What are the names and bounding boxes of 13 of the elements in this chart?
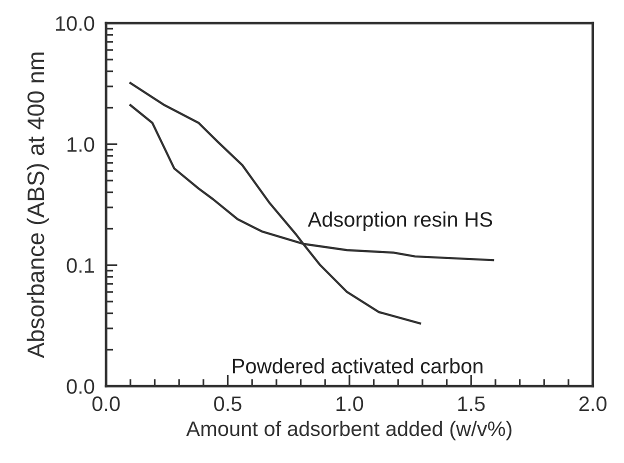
y-tick-label: 10.0 <box>56 16 94 31</box>
y-tick-label: 0.0 <box>66 379 94 394</box>
y-axis-title: Absorbance (ABS) at 400 nm <box>26 52 49 358</box>
y-tick-label: 0.1 <box>66 258 94 273</box>
x-axis-title: Amount of adsorbent added (w/v%) <box>186 420 512 440</box>
text: Powdered activated carbon <box>232 358 482 374</box>
x-tick-label: 1.5 <box>458 396 485 412</box>
x-tick-label: 1.0 <box>336 396 364 412</box>
x-tick-label: 0.0 <box>92 396 120 412</box>
series-label: Adsorption resin HS <box>308 212 492 231</box>
y-tick-label: 1.0 <box>68 137 94 152</box>
x-tick-label: 2.0 <box>579 396 606 412</box>
x-tick-label: 0.5 <box>214 396 242 412</box>
